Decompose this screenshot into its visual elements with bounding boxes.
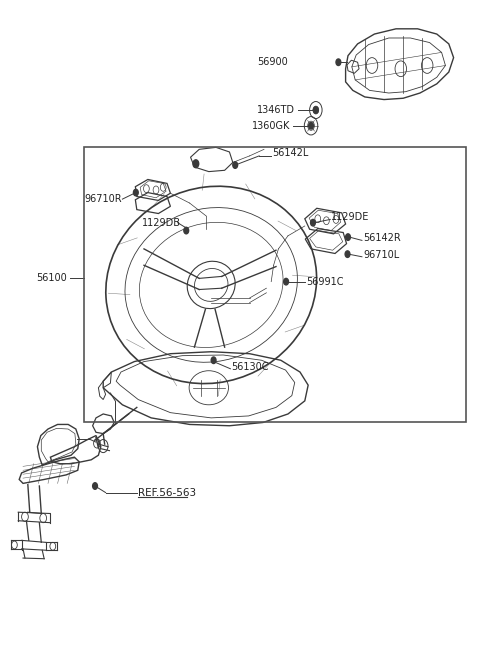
Circle shape xyxy=(346,234,350,240)
Text: 1346TD: 1346TD xyxy=(257,105,295,115)
Circle shape xyxy=(193,160,199,168)
Circle shape xyxy=(284,278,288,285)
Circle shape xyxy=(311,219,315,226)
Circle shape xyxy=(309,122,313,129)
Circle shape xyxy=(211,357,216,364)
Text: 1129DB: 1129DB xyxy=(142,217,180,228)
Circle shape xyxy=(345,251,350,257)
Circle shape xyxy=(233,162,238,168)
Text: 96710L: 96710L xyxy=(363,250,399,261)
Text: 56900: 56900 xyxy=(257,57,288,67)
Text: REF.56-563: REF.56-563 xyxy=(138,487,196,498)
Text: 1360GK: 1360GK xyxy=(252,121,290,131)
Circle shape xyxy=(336,59,341,66)
Circle shape xyxy=(184,227,189,234)
Circle shape xyxy=(93,483,97,489)
Bar xyxy=(84,147,466,422)
Circle shape xyxy=(133,189,138,196)
Text: 56142R: 56142R xyxy=(363,233,401,244)
Text: 96710R: 96710R xyxy=(84,194,121,204)
Text: 56142L: 56142L xyxy=(273,148,309,159)
Text: 1129DE: 1129DE xyxy=(331,212,370,223)
Text: 56100: 56100 xyxy=(36,273,67,284)
Text: 56130C: 56130C xyxy=(231,362,269,372)
Text: 56991C: 56991C xyxy=(306,276,344,287)
Circle shape xyxy=(313,107,318,113)
